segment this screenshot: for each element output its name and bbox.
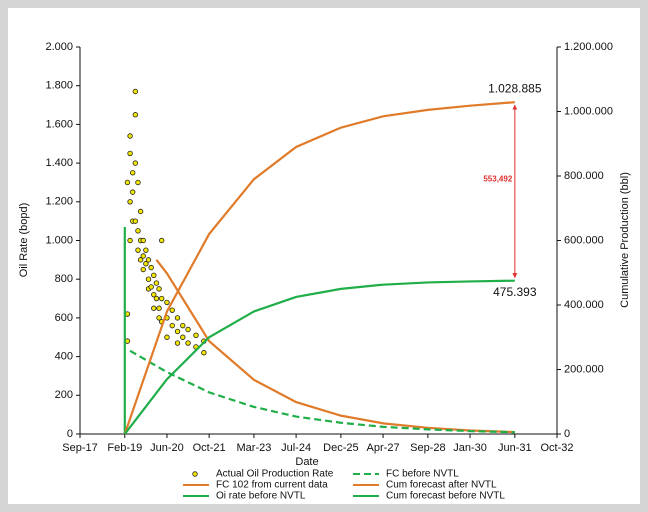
- data-point: [132, 218, 139, 224]
- y-axis-label: Oil Rate (bopd): [18, 203, 30, 278]
- chart: Date Oil Rate (bopd) Cumulative Producti…: [8, 8, 640, 504]
- y2-axis-label: Cumulative Production (bbl): [619, 172, 631, 308]
- data-point: [185, 326, 191, 333]
- y-tick-label: 0: [67, 428, 73, 440]
- data-point: [145, 276, 152, 282]
- data-point: [140, 253, 146, 259]
- data-point: [132, 160, 139, 166]
- y-tick-label: 1.000: [45, 234, 73, 246]
- y2-tick-label: 1.200.000: [564, 41, 613, 53]
- x-tick-label: Oct-21: [193, 442, 226, 454]
- x-tick-label: Sep-17: [62, 442, 97, 454]
- legend-label: FC before NVTL: [386, 469, 459, 480]
- data-point: [180, 322, 186, 329]
- legend-label: Oi rate before NVTL: [216, 491, 306, 502]
- y2-tick-label: 0: [564, 428, 570, 440]
- data-point: [137, 208, 144, 215]
- y-tick-label: 1.200: [45, 196, 73, 208]
- data-point: [151, 291, 157, 298]
- data-point: [201, 350, 207, 356]
- data-point: [169, 322, 175, 329]
- data-point: [164, 299, 170, 306]
- x-tick-label: Jan-30: [453, 442, 487, 454]
- x-tick-label: Feb-19: [107, 442, 142, 454]
- data-point: [148, 284, 154, 290]
- data-point: [156, 315, 162, 321]
- y-tick-label: 200: [55, 389, 73, 401]
- data-point: [143, 247, 149, 253]
- y2-tick-label: 1.000.000: [564, 105, 613, 117]
- annotation: 553,492: [483, 175, 512, 184]
- legend-marker: [192, 471, 198, 477]
- x-tick-label: Dec-25: [323, 442, 358, 454]
- x-tick-label: Apr-27: [367, 442, 400, 454]
- data-point: [140, 266, 146, 273]
- y2-tick-label: 800.000: [564, 170, 604, 182]
- y-tick-label: 800: [55, 273, 73, 285]
- data-point: [158, 237, 165, 244]
- data-point: [174, 328, 181, 335]
- y2-tick-label: 600.000: [564, 234, 604, 246]
- y-tick-label: 1.400: [45, 157, 73, 169]
- data-point: [130, 189, 136, 195]
- data-point: [143, 261, 149, 267]
- data-point: [153, 295, 160, 302]
- x-tick-label: Oct-32: [540, 442, 573, 454]
- data-point: [185, 340, 191, 346]
- data-point: [135, 228, 141, 234]
- data-point: [132, 88, 139, 95]
- y-tick-label: 2.000: [45, 41, 73, 53]
- x-tick-label: Jul-24: [281, 442, 311, 454]
- data-point: [158, 295, 165, 302]
- legend-label: Cum forecast after NVTL: [386, 480, 497, 491]
- x-tick-label: Mar-23: [237, 442, 272, 454]
- data-point: [151, 272, 157, 279]
- data-point: [145, 257, 152, 263]
- annotation: 475.393: [493, 285, 537, 299]
- data-point: [130, 170, 136, 176]
- data-point: [180, 334, 186, 340]
- y-tick-label: 1.800: [45, 80, 73, 92]
- y-tick-label: 400: [55, 351, 73, 363]
- series-line: [123, 279, 515, 435]
- data-point: [156, 286, 162, 292]
- y2-tick-label: 400.000: [564, 299, 604, 311]
- legend-label: Cum forecast before NVTL: [386, 491, 505, 502]
- data-point: [124, 179, 131, 186]
- series-line: [155, 259, 515, 434]
- x-tick-label: Jun-31: [498, 442, 532, 454]
- data-point: [127, 199, 133, 205]
- y2-tick-label: 200.000: [564, 363, 604, 375]
- x-tick-label: Sep-28: [410, 442, 445, 454]
- data-point: [174, 315, 181, 321]
- data-point: [164, 334, 170, 340]
- legend-label: Actual Oil Production Rate: [216, 469, 334, 480]
- data-point: [137, 257, 144, 263]
- legend-label: FC 102 from current data: [216, 480, 328, 491]
- data-point: [127, 237, 133, 244]
- series-line: [129, 349, 515, 434]
- y-tick-label: 1.600: [45, 118, 73, 130]
- x-tick-label: Jun-20: [150, 442, 184, 454]
- data-point: [156, 305, 162, 311]
- annotation: 1.028.885: [488, 81, 542, 95]
- data-point: [151, 305, 157, 311]
- data-point: [135, 247, 141, 253]
- data-point: [135, 179, 141, 186]
- data-point: [153, 280, 160, 286]
- data-point: [169, 307, 175, 313]
- data-point: [127, 150, 133, 157]
- x-axis-label: Date: [295, 456, 318, 468]
- data-point: [140, 237, 146, 244]
- data-point: [132, 112, 139, 118]
- data-point: [193, 332, 199, 339]
- series-line: [123, 101, 515, 435]
- data-point: [148, 264, 154, 271]
- data-point: [174, 340, 181, 346]
- y-tick-label: 600: [55, 312, 73, 324]
- data-point: [127, 133, 133, 139]
